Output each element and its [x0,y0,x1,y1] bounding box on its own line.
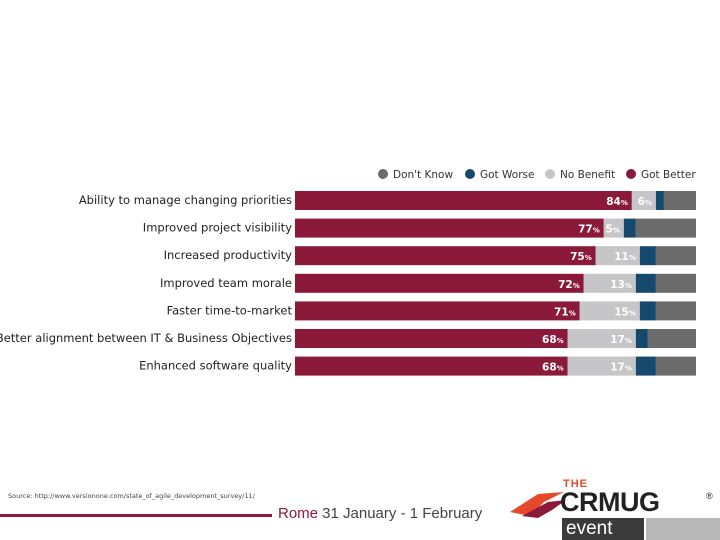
category-label: Enhanced software quality [139,359,292,373]
data-label-no-benefit: 13% [610,279,632,291]
data-label-got-better: 75% [570,251,592,263]
event-caption: Rome 31 January - 1 February [278,505,482,522]
bar-don-t-know-faster-time-to-market [655,301,696,321]
event-dates: 31 January - 1 February [318,505,483,522]
data-label-no-benefit: 15% [614,306,636,318]
row-faster-time-to-market: Faster time-to-market 71% 15% [167,301,696,321]
data-label-got-better: 71% [554,306,576,318]
bar-got-better-faster-time-to-market [295,301,580,321]
category-label: Ability to manage changing priorities [79,193,292,207]
category-label: Improved team morale [160,276,292,290]
source-citation: Source: http://www.versionone.com/state_… [8,492,255,500]
legend-item-got-worse: Got Worse [465,169,534,181]
data-label-no-benefit: 6% [638,196,652,208]
data-label-no-benefit: 17% [610,362,632,374]
legend-marker-don-t-know [378,169,388,179]
category-label: Increased productivity [164,248,293,262]
data-label-suffix: % [593,227,600,235]
chart-legend: Don't Know Got Worse No Benefit Got Better [378,169,696,181]
legend-marker-got-worse [465,169,475,179]
data-label-suffix: % [569,309,576,317]
bar-got-better-improved-project-visibility [295,218,604,238]
bar-got-worse-better-alignment-between-it-business-objectives [635,329,648,348]
bar-don-t-know-ability-to-manage-changing-priorities [663,191,696,210]
legend-label-don-t-know: Don't Know [393,169,453,181]
chart-rows: Ability to manage changing priorities 84%… [0,191,696,376]
data-label-no-benefit: 11% [614,251,636,263]
data-label-suffix: % [557,337,564,345]
bar-no-benefit-better-alignment-between-it-business-objectives [567,329,636,348]
data-label-suffix: % [621,199,628,207]
row-increased-productivity: Increased productivity 75% 11% [164,246,696,266]
legend-label-no-benefit: No Benefit [560,169,615,181]
legend-item-don-t-know: Don't Know [378,169,453,181]
bar-got-better-improved-team-morale [295,273,584,293]
bar-no-benefit-enhanced-software-quality [567,356,636,376]
data-label-suffix: % [629,309,636,317]
bar-don-t-know-improved-project-visibility [635,218,696,238]
legend-item-no-benefit: No Benefit [545,169,615,181]
data-label-got-better: 68% [542,334,564,346]
bar-no-benefit-improved-project-visibility [603,218,624,238]
legend-marker-got-better [626,169,636,179]
bar-got-better-better-alignment-between-it-business-objectives [295,329,568,348]
data-label-suffix: % [585,254,592,262]
data-label-no-benefit: 17% [610,334,632,346]
bar-got-worse-ability-to-manage-changing-priorities [655,191,664,210]
logo-name-text: CRMUG [560,487,660,517]
data-label-got-better: 84% [606,196,628,208]
crmug-event-logo: THE CRMUG ® event [508,476,720,540]
data-label-suffix: % [645,199,652,207]
data-label-suffix: % [629,254,636,262]
bar-got-better-ability-to-manage-changing-priorities [295,191,632,210]
logo-event-bar [646,518,720,540]
legend-label-got-worse: Got Worse [480,169,534,181]
bar-got-worse-faster-time-to-market [639,301,656,321]
row-improved-project-visibility: Improved project visibility 77% 5% [143,218,696,238]
data-label-got-better: 77% [578,224,600,236]
data-label-suffix: % [557,365,564,373]
data-label-suffix: % [613,227,620,235]
row-enhanced-software-quality: Enhanced software quality 68% 17% [139,356,696,376]
row-ability-to-manage-changing-priorities: Ability to manage changing priorities 84%… [79,191,696,210]
data-label-suffix: % [573,282,580,290]
bar-got-worse-improved-team-morale [635,273,656,293]
bar-got-worse-enhanced-software-quality [635,356,656,376]
logo-event-text: event [562,518,644,540]
data-label-suffix: % [625,337,632,345]
bar-no-benefit-increased-productivity [595,246,640,266]
bar-don-t-know-improved-team-morale [655,273,696,293]
category-label: Improved project visibility [143,221,292,235]
bar-don-t-know-better-alignment-between-it-business-objectives [647,329,696,348]
bar-got-worse-improved-project-visibility [623,218,636,238]
data-label-suffix: % [625,365,632,373]
logo-swoosh-icon [510,492,566,518]
category-label: Faster time-to-market [167,303,293,317]
event-city: Rome [278,505,319,522]
footer-divider [0,514,272,517]
row-better-alignment-between-it-business-objectives: Better alignment between IT & Business O… [0,329,696,348]
data-label-got-better: 68% [542,362,564,374]
bar-no-benefit-faster-time-to-market [579,301,640,321]
bar-no-benefit-improved-team-morale [583,273,636,293]
bar-no-benefit-ability-to-manage-changing-priorities [631,191,656,210]
bar-got-better-enhanced-software-quality [295,356,568,376]
legend-marker-no-benefit [545,169,555,179]
legend-item-got-better: Got Better [626,169,696,181]
data-label-suffix: % [625,282,632,290]
legend-label-got-better: Got Better [641,169,696,181]
logo-the-text: THE [563,478,588,490]
data-label-got-better: 72% [558,279,580,291]
logo-registered-mark: ® [706,491,713,501]
bar-got-better-increased-productivity [295,246,596,266]
bar-don-t-know-enhanced-software-quality [655,356,696,376]
category-label: Better alignment between IT & Business O… [0,331,292,345]
bar-got-worse-increased-productivity [639,246,656,266]
row-improved-team-morale: Improved team morale 72% 13% [160,273,696,293]
data-label-no-benefit: 5% [605,224,619,236]
bar-don-t-know-increased-productivity [655,246,696,266]
